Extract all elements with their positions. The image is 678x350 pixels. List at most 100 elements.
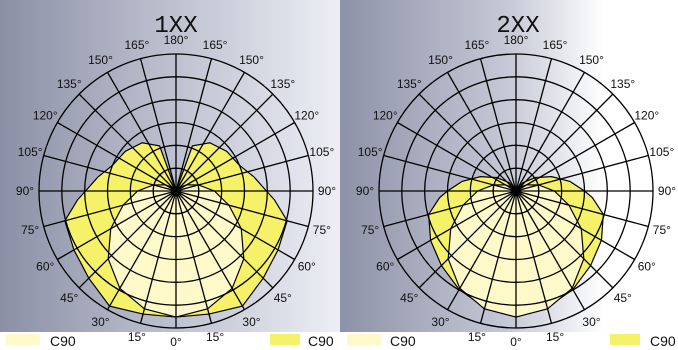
grid-spoke xyxy=(418,190,517,289)
grid-spoke xyxy=(479,58,517,192)
angle-label: 45° xyxy=(274,291,292,305)
grid-spoke xyxy=(175,58,213,192)
grid-spoke xyxy=(446,72,517,192)
chart-title: 2XX xyxy=(496,13,539,40)
angle-label: 60° xyxy=(376,260,394,274)
legend-swatch xyxy=(270,334,300,345)
angle-label: 90° xyxy=(658,184,676,198)
polar-grid xyxy=(378,53,654,329)
grid-spoke xyxy=(106,72,177,192)
grid-spoke xyxy=(175,72,246,192)
grid-spoke xyxy=(78,93,177,192)
angle-label: 15° xyxy=(206,330,224,344)
grid-spoke xyxy=(175,190,295,261)
grid-spoke xyxy=(515,58,553,192)
legend-label: C90 xyxy=(308,333,334,349)
angle-label: 75° xyxy=(361,223,379,237)
grid-spoke xyxy=(175,154,309,192)
angle-label: 45° xyxy=(400,291,418,305)
grid-spoke xyxy=(515,93,614,192)
angle-label: 150° xyxy=(239,53,264,67)
grid-spoke xyxy=(418,93,517,192)
angle-label: 150° xyxy=(579,53,604,67)
grid-spoke xyxy=(383,190,517,228)
grid-spoke xyxy=(515,154,649,192)
angle-label: 30° xyxy=(431,315,449,329)
grid-spoke xyxy=(515,121,635,192)
angle-label: 120° xyxy=(373,109,398,123)
legend: C90 C90 C90 C90 xyxy=(6,333,676,349)
angle-label: 105° xyxy=(649,145,674,159)
angle-label: 165° xyxy=(543,38,568,52)
angle-label: 75° xyxy=(653,223,671,237)
grid-spoke xyxy=(175,190,246,310)
grid-spoke xyxy=(515,190,553,324)
angle-labels: 180° 165° 165° 150° 150° 135° 135° 120° 120° 105°… xyxy=(16,33,336,349)
grid-spoke xyxy=(175,190,213,324)
angle-label: 165° xyxy=(203,38,228,52)
grid-spoke xyxy=(57,121,177,192)
legend-swatch xyxy=(6,334,40,345)
grid-spoke xyxy=(78,190,177,289)
angle-labels: 180° 165° 165° 150° 150° 135° 135° 120° 120° 105°… xyxy=(356,33,676,349)
legend-label: C90 xyxy=(650,333,676,349)
angle-label: 135° xyxy=(57,77,82,91)
polar-chart-2xx: 2XX 180° 165° 165° 150° 150° 135° 135° 120° 120°… xyxy=(356,13,676,349)
grid-spoke xyxy=(515,190,614,289)
angle-label: 105° xyxy=(309,145,334,159)
grid-spoke xyxy=(383,154,517,192)
angle-label: 135° xyxy=(397,77,422,91)
angle-label: 0° xyxy=(170,335,182,349)
grid-spoke xyxy=(43,190,177,228)
angle-label: 90° xyxy=(16,184,34,198)
grid-spoke xyxy=(139,190,177,324)
angle-label: 60° xyxy=(36,260,54,274)
grid-spoke xyxy=(57,190,177,261)
angle-label: 30° xyxy=(91,315,109,329)
chart-title: 1XX xyxy=(154,13,197,40)
grid-spoke xyxy=(175,93,274,192)
grid-spoke xyxy=(43,154,177,192)
angle-label: 75° xyxy=(313,223,331,237)
angle-label: 45° xyxy=(60,291,78,305)
angle-label: 30° xyxy=(582,315,600,329)
angle-label: 15° xyxy=(468,330,486,344)
grid-spoke xyxy=(397,121,517,192)
grid-spoke xyxy=(515,190,649,228)
legend-swatch xyxy=(347,334,381,345)
angle-label: 0° xyxy=(510,335,522,349)
angle-label: 105° xyxy=(358,145,383,159)
legend-swatch xyxy=(610,334,640,345)
angle-label: 30° xyxy=(242,315,260,329)
grid-spoke xyxy=(175,190,274,289)
grid-spoke xyxy=(175,121,295,192)
polar-chart-1xx: 1XX 180° 165° 165° 150° 150° 135° 135° 120° 120°… xyxy=(16,13,336,349)
angle-label: 165° xyxy=(125,38,150,52)
angle-label: 60° xyxy=(638,260,656,274)
angle-label: 135° xyxy=(610,77,635,91)
angle-label: 75° xyxy=(21,223,39,237)
grid-spoke xyxy=(397,190,517,261)
angle-label: 90° xyxy=(318,184,336,198)
angle-label: 15° xyxy=(546,330,564,344)
grid-spoke xyxy=(106,190,177,310)
angle-label: 150° xyxy=(428,53,453,67)
angle-label: 135° xyxy=(270,77,295,91)
angle-label: 90° xyxy=(356,184,374,198)
angle-label: 120° xyxy=(33,109,58,123)
grid-spoke xyxy=(175,190,309,228)
angle-label: 120° xyxy=(294,109,319,123)
angle-label: 105° xyxy=(18,145,43,159)
angle-label: 60° xyxy=(298,260,316,274)
angle-label: 165° xyxy=(465,38,490,52)
legend-label: C90 xyxy=(390,333,416,349)
grid-spoke xyxy=(515,190,586,310)
angle-label: 150° xyxy=(88,53,113,67)
angle-label: 45° xyxy=(614,291,632,305)
angle-label: 15° xyxy=(128,330,146,344)
angle-label: 180° xyxy=(164,33,189,47)
angle-label: 180° xyxy=(504,33,529,47)
legend-label: C90 xyxy=(50,333,76,349)
grid-spoke xyxy=(515,190,635,261)
